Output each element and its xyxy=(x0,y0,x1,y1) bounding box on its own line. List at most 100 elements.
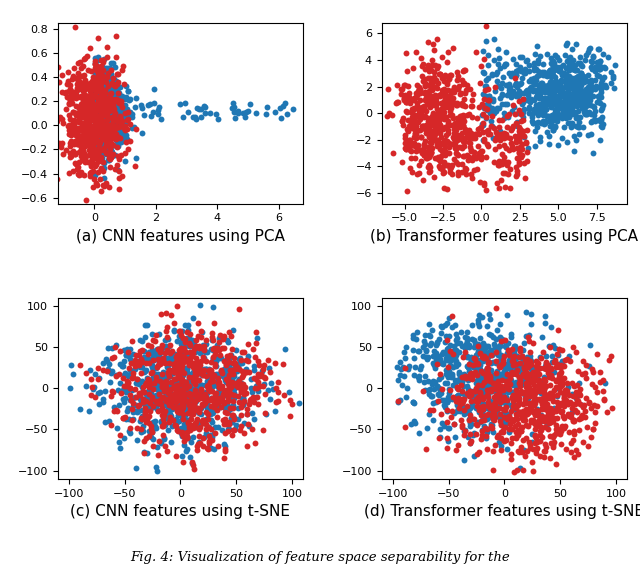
Point xyxy=(223,425,234,434)
Point xyxy=(216,367,226,376)
Point xyxy=(93,129,103,139)
Point xyxy=(494,184,504,193)
Point xyxy=(447,369,458,378)
Point xyxy=(153,361,163,370)
Point xyxy=(101,83,111,92)
Point xyxy=(420,124,430,133)
Point xyxy=(206,345,216,354)
Point xyxy=(536,353,546,363)
Point xyxy=(195,327,205,336)
Point xyxy=(519,362,529,371)
Point xyxy=(206,424,216,433)
Point xyxy=(514,135,524,144)
Point xyxy=(411,124,421,133)
Point xyxy=(595,117,605,126)
Point xyxy=(98,74,108,83)
Point xyxy=(445,347,455,356)
Point xyxy=(561,69,571,78)
Point xyxy=(423,353,433,362)
Point xyxy=(551,96,561,105)
Point xyxy=(443,116,453,125)
Point xyxy=(568,96,578,105)
Point xyxy=(199,418,209,427)
Point xyxy=(112,105,122,114)
Point xyxy=(170,421,180,430)
Point xyxy=(433,123,443,132)
Point xyxy=(545,432,556,441)
Point xyxy=(218,331,228,340)
Point xyxy=(563,76,573,85)
Point xyxy=(140,403,150,412)
Point xyxy=(451,397,461,406)
Point xyxy=(595,98,605,107)
Point xyxy=(74,80,84,89)
Point xyxy=(273,378,284,387)
Point xyxy=(157,393,168,402)
Point xyxy=(439,107,449,116)
Point xyxy=(184,361,194,370)
Point xyxy=(511,365,521,374)
Point xyxy=(92,149,102,158)
Point xyxy=(540,67,550,76)
Point xyxy=(83,65,93,74)
Point xyxy=(509,392,520,401)
Point xyxy=(461,373,471,382)
Point xyxy=(523,393,533,402)
Point xyxy=(243,352,253,361)
Point xyxy=(510,342,520,351)
Point xyxy=(239,389,250,398)
Point xyxy=(534,93,544,103)
Point xyxy=(185,404,195,413)
Point xyxy=(65,142,75,151)
Point xyxy=(568,342,578,351)
Point xyxy=(484,374,494,383)
Point xyxy=(410,92,420,101)
Point xyxy=(452,68,463,77)
Point xyxy=(451,157,461,166)
Point xyxy=(526,75,536,84)
Point xyxy=(568,55,578,64)
Point xyxy=(90,83,100,92)
Point xyxy=(94,131,104,140)
Point xyxy=(94,139,104,148)
Point xyxy=(96,87,106,96)
Point xyxy=(488,378,499,388)
Point xyxy=(206,416,216,425)
Point xyxy=(439,113,449,122)
Point xyxy=(100,96,110,105)
Point xyxy=(469,336,479,345)
Point xyxy=(113,78,124,87)
Point xyxy=(502,361,513,370)
Point xyxy=(137,387,147,396)
Point xyxy=(451,350,461,359)
Point xyxy=(465,418,476,428)
Point xyxy=(74,76,84,85)
Point xyxy=(439,421,449,430)
Point xyxy=(71,111,81,120)
Point xyxy=(486,384,497,393)
Point xyxy=(188,433,198,442)
Point xyxy=(550,101,561,110)
Point xyxy=(270,359,280,368)
Point xyxy=(189,404,199,413)
Point xyxy=(121,351,131,360)
Point xyxy=(522,352,532,361)
Point xyxy=(181,399,191,408)
Point xyxy=(93,73,104,82)
Point xyxy=(99,128,109,137)
Point xyxy=(506,367,516,376)
Point xyxy=(534,132,545,141)
Point xyxy=(488,385,498,394)
Point xyxy=(543,414,553,424)
Point xyxy=(507,68,517,78)
Point xyxy=(179,369,189,378)
Point xyxy=(143,386,154,396)
Point xyxy=(401,48,412,58)
Point xyxy=(444,161,454,170)
Point xyxy=(143,382,154,392)
Text: (d) Transformer features using t-SNE: (d) Transformer features using t-SNE xyxy=(364,504,640,519)
Point xyxy=(140,320,150,329)
Point xyxy=(98,103,108,112)
Point xyxy=(92,128,102,137)
Point xyxy=(428,415,438,424)
